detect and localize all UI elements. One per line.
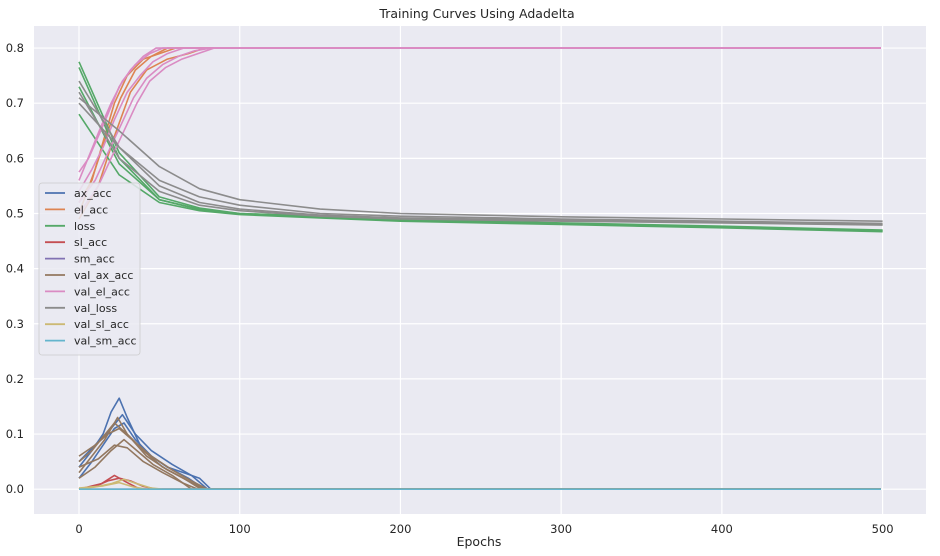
el-acc-line [78, 47, 881, 214]
series-val-loss [78, 80, 883, 226]
legend-item: ax_acc [45, 187, 112, 200]
y-tick-label: 0.8 [6, 41, 24, 55]
chart-title: Training Curves Using Adadelta [378, 6, 574, 21]
x-tick-label: 500 [872, 522, 894, 536]
legend-label: sl_acc [74, 236, 107, 249]
x-axis-label: Epochs [457, 534, 502, 549]
y-tick-label: 0.2 [6, 372, 24, 386]
legend-item: val_sl_acc [45, 318, 129, 331]
val-loss-line [78, 91, 883, 226]
legend-label: val_el_acc [74, 285, 130, 298]
y-tick-label: 0.6 [6, 151, 24, 165]
series-val-ax-acc [78, 416, 881, 491]
y-tick-label: 0.4 [6, 262, 24, 276]
legend-label: ax_acc [74, 187, 112, 200]
val-loss-line [78, 97, 883, 222]
x-tick-label: 300 [550, 522, 572, 536]
val-el-acc-line [78, 47, 881, 192]
series-val-el-acc [78, 47, 881, 214]
legend-item: el_acc [45, 203, 108, 216]
x-tick-label: 0 [75, 522, 82, 536]
y-tick-label: 0.1 [6, 427, 24, 441]
legend-item: val_ax_acc [45, 269, 133, 282]
val-ax-acc-line [78, 444, 881, 491]
legend-label: loss [74, 220, 96, 233]
y-tick-label: 0.0 [6, 482, 24, 496]
val-el-acc-line [78, 47, 881, 203]
legend-item: sl_acc [45, 236, 107, 249]
legend-label: val_loss [74, 302, 117, 315]
series-lines [78, 47, 883, 491]
legend-item: sm_acc [45, 253, 115, 266]
gridlines [34, 26, 926, 514]
x-tick-label: 400 [711, 522, 733, 536]
x-tick-label: 200 [389, 522, 411, 536]
legend-label: el_acc [74, 203, 108, 216]
val-loss-line [78, 102, 883, 225]
legend-label: val_ax_acc [74, 269, 133, 282]
val-el-acc-line [78, 47, 881, 214]
legend-label: sm_acc [74, 253, 115, 266]
plot-area [34, 26, 926, 514]
loss-line [78, 86, 883, 232]
legend-item: val_loss [45, 302, 117, 315]
x-tick-label: 100 [229, 522, 251, 536]
legend-item: loss [45, 220, 96, 233]
val-ax-acc-line [78, 427, 881, 491]
y-tick-label: 0.7 [6, 96, 24, 110]
tick-labels: 0.0 0.1 0.2 0.3 0.4 0.5 0.6 0.7 0.8 0 100 200 300 400… [6, 41, 894, 536]
val-el-acc-line [78, 47, 881, 181]
legend-item: val_sm_acc [45, 335, 137, 348]
y-tick-label: 0.3 [6, 317, 24, 331]
val-loss-line [78, 80, 883, 226]
y-tick-label: 0.5 [6, 206, 24, 220]
legend-label: val_sm_acc [74, 335, 137, 348]
legend-item: val_el_acc [45, 285, 130, 298]
legend-label: val_sl_acc [74, 318, 129, 331]
